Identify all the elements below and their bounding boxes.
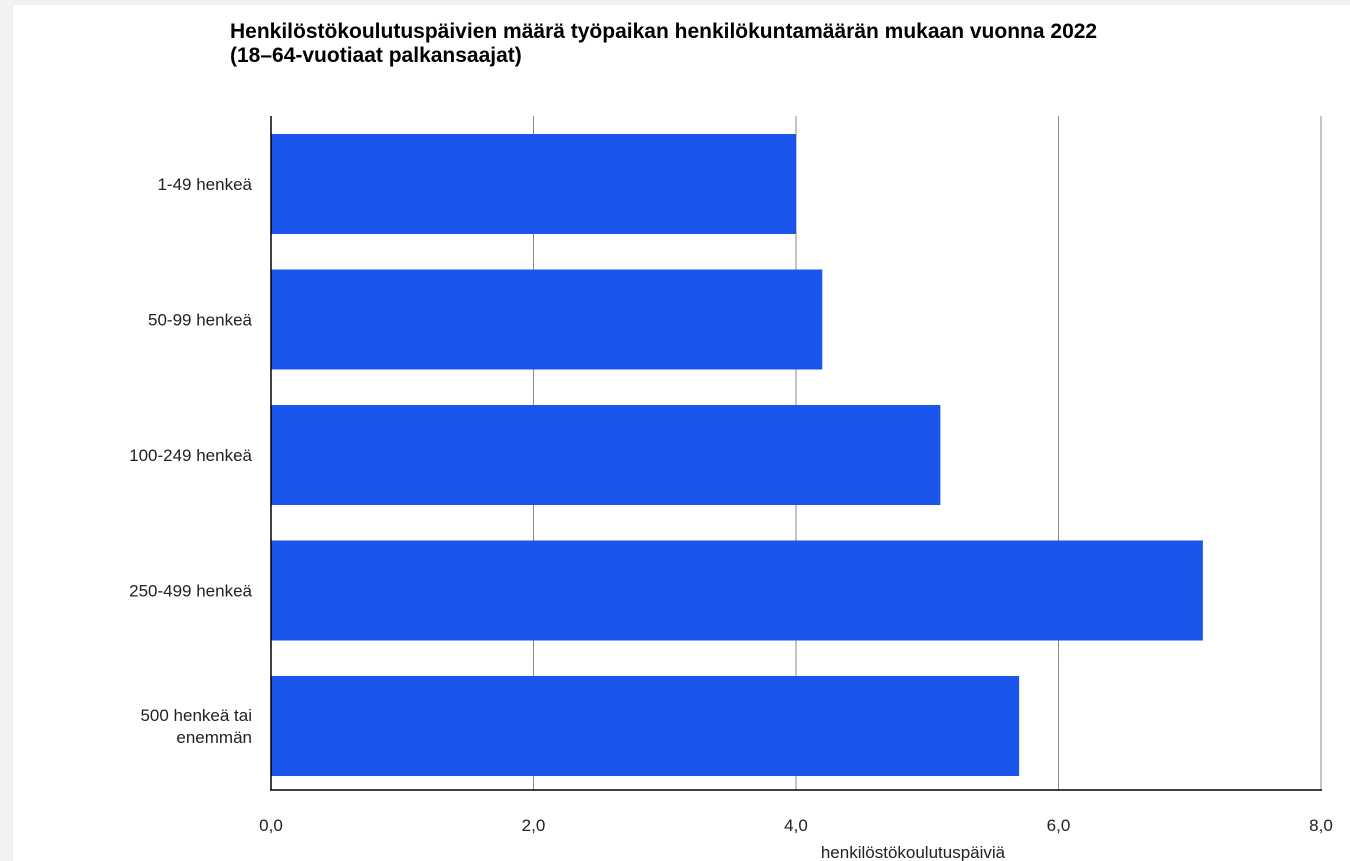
chart-title-line-1: Henkilöstökoulutuspäivien määrä työpaika… xyxy=(230,20,1098,43)
bar xyxy=(271,676,1020,776)
chart-title-line-2: (18–64-vuotiaat palkansaajat) xyxy=(230,44,522,67)
x-tick-label: 8,0 xyxy=(1309,816,1333,835)
category-labels: 1-49 henkeä 50-99 henkeä 100-249 henkeä 250… xyxy=(129,175,252,747)
x-axis-title: henkilöstökoulutuspäiviä xyxy=(821,843,1006,861)
axes xyxy=(270,116,1322,791)
x-tick-label: 2,0 xyxy=(522,816,546,835)
chart-title: Henkilöstökoulutuspäivien määrä työpaika… xyxy=(230,20,1097,68)
x-tick-label: 0,0 xyxy=(259,816,283,835)
category-label: 50-99 henkeä xyxy=(148,311,253,330)
category-label: 250-499 henkeä xyxy=(129,582,252,601)
category-label: 500 henkeä tai enemmän xyxy=(140,706,252,747)
x-tick-label: 4,0 xyxy=(784,816,808,835)
bar xyxy=(271,269,823,370)
bar xyxy=(271,405,941,505)
tick-labels: 0,0 2,0 4,0 6,0 8,0 xyxy=(259,816,1333,835)
category-label: 100-249 henkeä xyxy=(129,446,252,465)
category-label: 1-49 henkeä xyxy=(157,175,252,194)
bar xyxy=(271,540,1203,641)
bars xyxy=(271,134,1203,776)
bar xyxy=(271,134,796,234)
x-tick-label: 6,0 xyxy=(1047,816,1071,835)
